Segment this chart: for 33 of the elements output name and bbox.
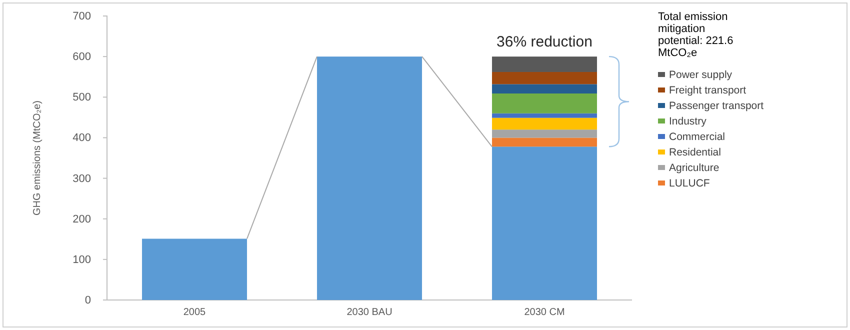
y-axis-title: GHG emissions (MtCO₂e) [32, 100, 43, 216]
bar [492, 146, 597, 300]
x-tick-label: 2030 BAU [346, 307, 392, 318]
bar [492, 72, 597, 84]
bar [142, 238, 247, 300]
x-tick-label: 2005 [183, 307, 206, 318]
bar [492, 56, 597, 72]
legend-label: Residential [669, 146, 721, 158]
bar [492, 118, 597, 130]
y-tick-label: 0 [84, 294, 91, 307]
legend-title: Total emission mitigation potential: 221.6 MtCO₂e [658, 11, 734, 59]
legend-label: Freight transport [669, 84, 746, 96]
legend-label: Industry [669, 116, 708, 128]
annotation: 36% reduction [496, 34, 592, 51]
y-tick-label: 400 [72, 132, 91, 144]
y-tick-label: 600 [72, 51, 91, 64]
legend-label: Commercial [669, 131, 726, 143]
bar [492, 84, 597, 94]
y-tick-label: 300 [72, 172, 91, 185]
bar [492, 130, 597, 138]
y-tick-label: 100 [72, 254, 91, 266]
y-tick-label: 500 [72, 92, 91, 104]
bar [492, 138, 597, 147]
y-tick-label: 200 [72, 213, 91, 226]
legend-label: Agriculture [669, 162, 720, 174]
legend-label: Power supply [669, 69, 733, 81]
x-tick-label: 2030 CM [524, 307, 565, 318]
bar [317, 56, 422, 300]
y-tick-label: 700 [72, 10, 91, 23]
legend-label: Passenger transport [669, 100, 764, 112]
bar [492, 113, 597, 118]
legend-label: LULUCF [669, 178, 710, 190]
bar [492, 93, 597, 114]
